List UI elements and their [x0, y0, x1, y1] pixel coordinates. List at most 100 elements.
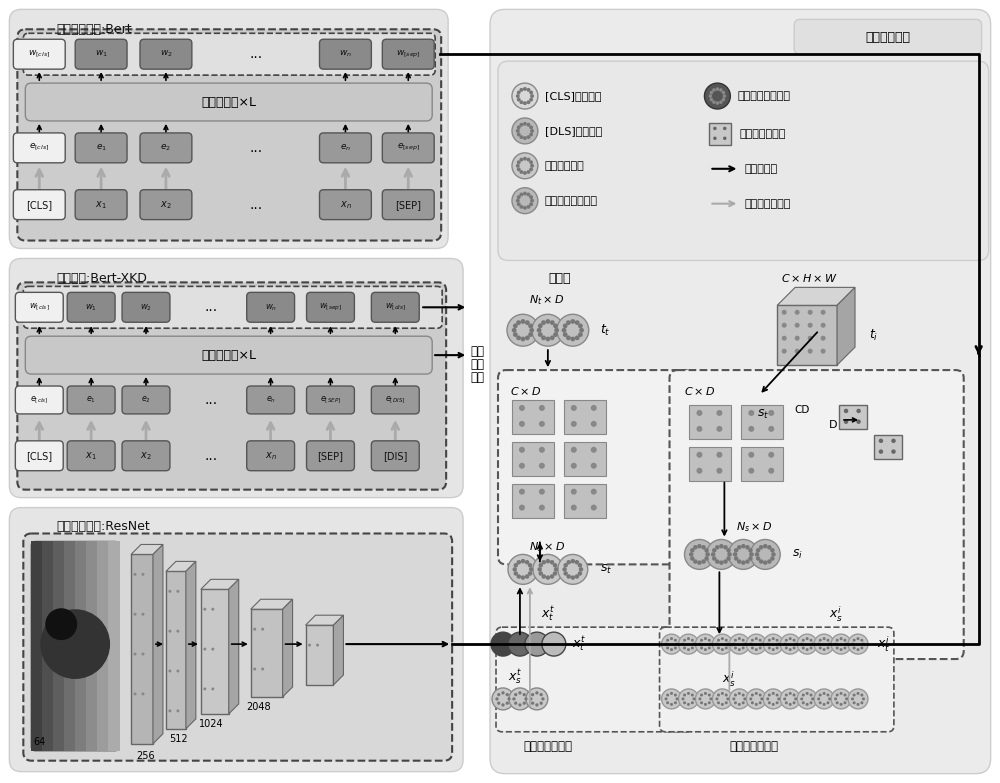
Text: 模型中间层×L: 模型中间层×L [201, 348, 256, 362]
Text: CD: CD [794, 405, 810, 415]
Circle shape [529, 91, 533, 95]
Circle shape [557, 314, 589, 346]
FancyBboxPatch shape [247, 441, 295, 471]
FancyBboxPatch shape [31, 542, 119, 751]
Circle shape [176, 669, 179, 673]
Circle shape [508, 554, 538, 584]
FancyBboxPatch shape [17, 29, 441, 240]
Circle shape [836, 639, 839, 642]
Circle shape [566, 320, 571, 325]
Circle shape [857, 637, 859, 640]
Circle shape [570, 319, 575, 324]
Text: 互信息损失函数: 互信息损失函数 [739, 129, 786, 139]
Circle shape [857, 703, 859, 706]
Circle shape [768, 452, 774, 458]
Circle shape [512, 83, 538, 109]
Circle shape [802, 702, 805, 704]
Circle shape [512, 328, 517, 333]
Circle shape [716, 87, 719, 91]
Circle shape [706, 539, 736, 569]
Circle shape [751, 694, 754, 697]
Bar [201, 590, 229, 714]
Circle shape [723, 136, 727, 140]
Bar [512, 400, 554, 434]
Circle shape [563, 332, 568, 337]
Circle shape [253, 668, 256, 670]
Text: [CLS]字符向量: [CLS]字符向量 [545, 91, 601, 101]
Circle shape [519, 205, 523, 209]
Circle shape [819, 702, 822, 704]
Circle shape [562, 328, 566, 333]
Circle shape [512, 697, 516, 701]
Bar [709, 123, 731, 145]
Text: 文本教师输出向量: 文本教师输出向量 [737, 91, 790, 101]
Circle shape [529, 202, 533, 206]
Circle shape [802, 639, 805, 642]
Text: $x_1$: $x_1$ [85, 450, 97, 462]
Circle shape [687, 648, 690, 651]
Circle shape [554, 567, 558, 572]
Circle shape [723, 127, 727, 130]
Circle shape [662, 689, 681, 709]
FancyBboxPatch shape [15, 292, 63, 323]
Polygon shape [229, 579, 239, 714]
Text: $x_n$: $x_n$ [340, 199, 351, 211]
Circle shape [316, 644, 319, 647]
FancyBboxPatch shape [9, 9, 448, 248]
Circle shape [785, 694, 788, 697]
Text: 文本教师模型:Bert: 文本教师模型:Bert [56, 23, 132, 36]
Circle shape [737, 559, 741, 564]
Circle shape [716, 101, 719, 105]
Circle shape [523, 101, 527, 105]
Text: $N_s\times D$: $N_s\times D$ [736, 521, 772, 535]
Circle shape [712, 88, 716, 92]
Circle shape [525, 335, 530, 340]
Circle shape [687, 692, 690, 695]
Circle shape [571, 576, 575, 580]
Circle shape [763, 561, 768, 565]
Circle shape [168, 630, 171, 633]
Circle shape [811, 698, 814, 701]
Circle shape [772, 648, 775, 651]
FancyBboxPatch shape [320, 133, 371, 163]
Circle shape [517, 98, 521, 102]
Circle shape [793, 694, 796, 697]
Circle shape [725, 694, 728, 697]
FancyBboxPatch shape [9, 258, 463, 498]
FancyBboxPatch shape [307, 386, 354, 414]
Circle shape [712, 548, 717, 553]
Circle shape [717, 702, 720, 704]
Text: 512: 512 [170, 734, 188, 744]
Bar [512, 484, 554, 518]
FancyBboxPatch shape [13, 189, 65, 219]
Text: 中间层: 中间层 [549, 272, 571, 285]
Circle shape [834, 698, 837, 701]
Circle shape [517, 125, 521, 129]
Circle shape [517, 560, 521, 565]
Text: $e_n$: $e_n$ [340, 143, 351, 153]
Text: $w_{[sep]}$: $w_{[sep]}$ [396, 49, 421, 60]
Circle shape [748, 556, 753, 561]
Circle shape [513, 323, 518, 328]
Circle shape [523, 192, 527, 196]
Text: [SEP]: [SEP] [395, 200, 421, 210]
Circle shape [566, 574, 571, 579]
Circle shape [704, 692, 707, 695]
Circle shape [853, 702, 856, 704]
Circle shape [704, 548, 709, 553]
Circle shape [729, 689, 749, 709]
Circle shape [795, 323, 800, 328]
Circle shape [723, 94, 726, 98]
Text: $C\times D$: $C\times D$ [684, 385, 716, 397]
Circle shape [539, 421, 545, 427]
Circle shape [785, 639, 788, 642]
Circle shape [794, 643, 797, 646]
Circle shape [746, 689, 766, 709]
Circle shape [518, 691, 522, 695]
FancyBboxPatch shape [247, 386, 295, 414]
Circle shape [666, 647, 669, 649]
Circle shape [40, 609, 110, 679]
Circle shape [732, 698, 735, 701]
Circle shape [525, 574, 529, 579]
Circle shape [742, 694, 745, 697]
